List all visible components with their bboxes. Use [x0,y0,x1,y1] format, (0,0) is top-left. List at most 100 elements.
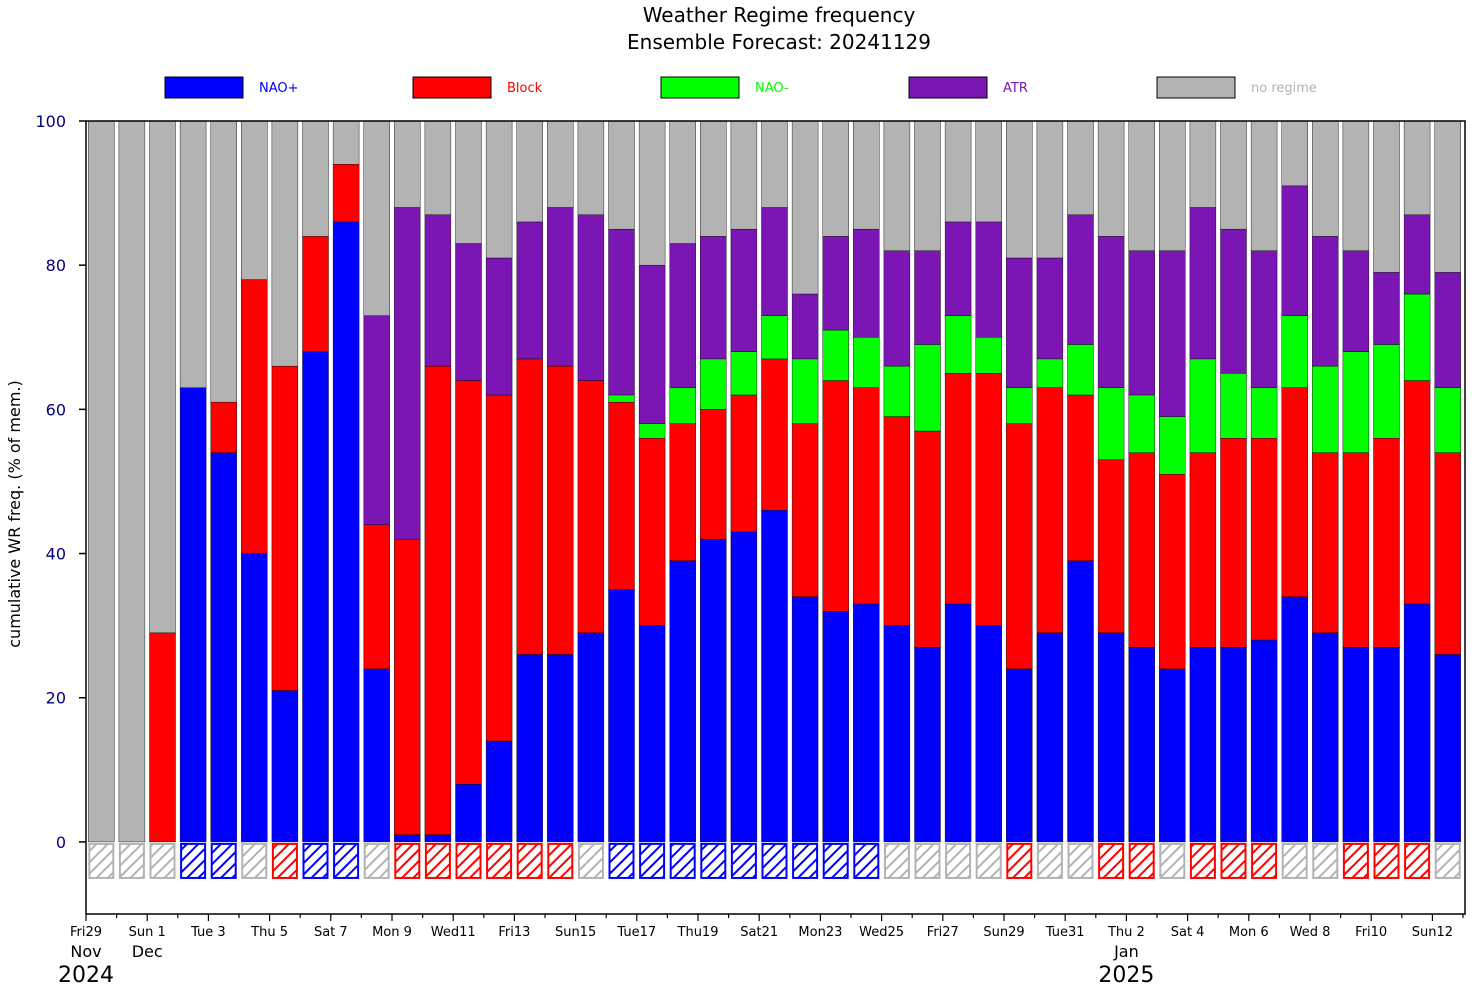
dominant-box-no_regime [1067,842,1094,879]
bar-segment-nao_minus [944,315,972,374]
dominant-box-nao_plus [761,842,788,879]
dominant-box-nao_plus [608,842,635,879]
bar-segment-block [485,394,513,742]
bar-segment-atr [608,228,635,396]
bar-segment-no_regime [1097,121,1125,237]
x-tick-label: Mon23 [798,925,842,940]
y-tick-label: 100 [35,112,66,131]
bar-segment-block [547,365,574,655]
bar-segment-nao_plus [730,531,758,843]
x-tick-label: Sun15 [555,925,596,940]
bar-segment-nao_plus [1006,668,1033,843]
bar-segment-nao_plus [210,452,237,843]
bar-segment-block [944,373,972,605]
dominant-box-nao_plus [822,842,849,879]
chart-title: Weather Regime frequency [643,3,916,27]
bar-segment-block [730,394,758,533]
bar-segment-nao_plus [1312,632,1339,843]
bar-segment-no_regime [149,121,176,634]
dominant-box-no_regime [975,842,1002,879]
bar-segment-block [853,387,880,605]
bar-segment-nao_plus [822,611,849,843]
bar-segment-block [822,380,849,612]
y-axis-label: cumulative WR freq. (% of mem.) [5,380,24,647]
bar-segment-no_regime [455,121,482,244]
bar-segment-block [791,423,819,598]
bar-segment-no_regime [1159,121,1186,251]
bar-segment-nao_plus [363,668,390,843]
bar-segment-nao_minus [1342,351,1370,453]
x-tick-label: Fri10 [1355,925,1387,940]
bar-segment-atr [883,250,911,367]
bar-segment-no_regime [210,121,237,403]
bar-segment-nao_plus [1250,639,1278,843]
bar-segment-atr [455,243,482,381]
bar-segment-no_regime [1128,121,1155,251]
bar-segment-no_regime [179,121,207,388]
bar-segment-atr [1281,185,1308,316]
bar-segment-no_regime [1220,121,1247,230]
bar-segment-nao_plus [577,632,605,843]
dominant-box-block [1189,842,1216,879]
dominant-box-no_regime [1281,842,1308,879]
bar-segment-no_regime [822,121,849,237]
bar-segment-atr [853,228,880,338]
legend-label-no_regime: no regime [1251,81,1317,96]
bar-segment-nao_plus [944,603,972,843]
dominant-box-block [547,842,574,879]
bar-segment-no_regime [914,121,941,251]
bar-segment-nao_plus [883,625,911,843]
bar-segment-atr [1434,272,1461,388]
bar-segment-atr [485,257,513,396]
y-tick-label: 80 [46,256,66,275]
bar-segment-atr [700,236,727,360]
bar-segment-atr [1006,257,1033,388]
bar-segment-block [1097,459,1125,634]
dominant-box-no_regime [118,842,145,879]
bar-segment-no_regime [638,121,666,266]
bar-segment-no_regime [1403,121,1431,215]
dominant-box-nao_plus [792,842,819,879]
bar-segment-no_regime [1312,121,1339,237]
bar-segment-nao_minus [1189,358,1217,453]
legend-swatch-atr [908,76,988,99]
bar-segment-nao_minus [1403,293,1431,381]
bar-segment-atr [914,250,941,345]
bar-segment-no_regime [302,121,329,237]
bar-segment-no_regime [853,121,880,230]
bar-segment-atr [1189,207,1217,360]
bar-segment-atr [1128,250,1155,396]
bar-segment-nao_minus [1006,387,1033,424]
bar-segment-block [1373,438,1400,648]
bar-segment-no_regime [485,121,513,259]
x-tick-label: Tue31 [1045,925,1085,940]
bar-segment-nao_minus [608,394,635,403]
bar-segment-nao_minus [1067,344,1094,396]
bar-segment-nao_minus [1220,373,1247,439]
dominant-box-no_regime [883,842,910,879]
bar-segment-block [1036,387,1064,634]
dominant-box-no_regime [88,842,115,879]
bar-segment-nao_plus [179,387,207,843]
bar-segment-no_regime [577,121,605,215]
bar-segment-block [669,423,696,561]
dominant-box-no_regime [241,842,268,879]
bar-segment-nao_plus [394,834,421,843]
bar-segment-nao_plus [1220,647,1247,843]
bar-segment-no_regime [1189,121,1217,208]
bar-segment-nao_minus [853,337,880,388]
x-tick-label: Fri13 [498,925,530,940]
bar-segment-nao_minus [883,365,911,417]
x-tick-label: Mon 9 [372,925,412,940]
legend-label-block: Block [507,81,543,96]
dominant-box-block [1373,842,1400,879]
bar-segment-nao_minus [791,358,819,424]
bar-segment-block [424,365,452,835]
x-tick-label: Wed25 [859,925,904,940]
x-tick-label: Sun29 [983,925,1024,940]
bar-segment-nao_plus [455,784,482,843]
bar-segment-block [761,358,788,511]
dominant-box-block [1404,842,1431,879]
bar-segment-block [271,365,299,691]
dominant-box-block [394,842,421,879]
